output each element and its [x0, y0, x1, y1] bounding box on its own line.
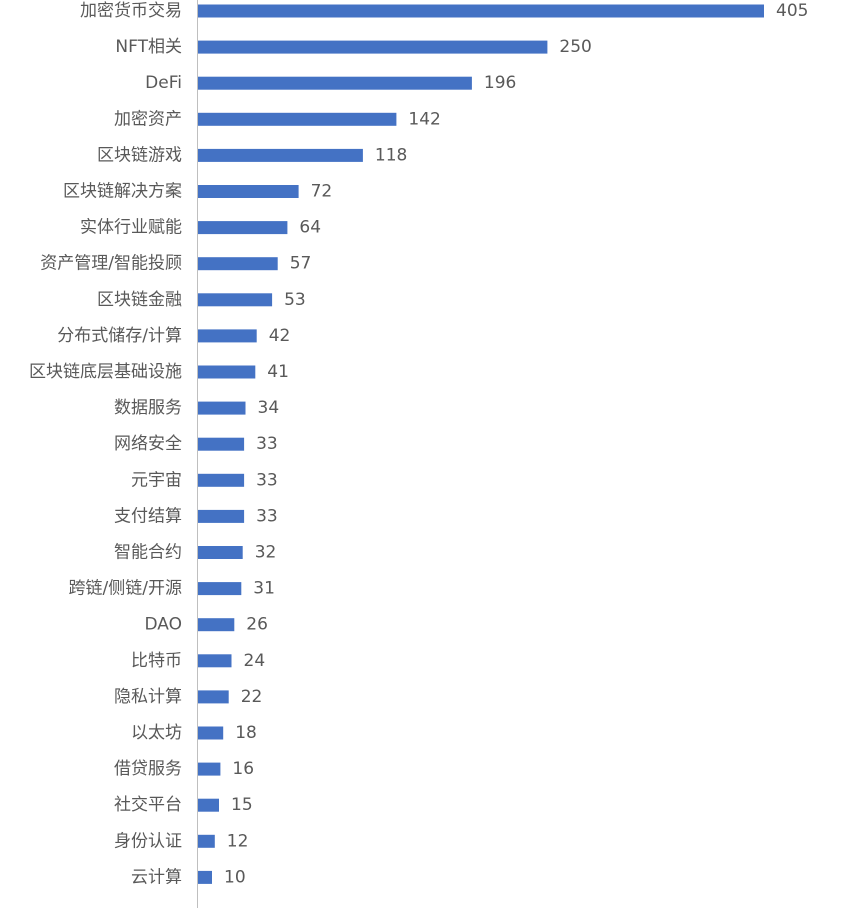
bar-1	[198, 40, 548, 54]
bar-14	[198, 509, 245, 523]
value-label-22: 15	[231, 795, 253, 815]
category-label-17: DAO	[144, 615, 182, 635]
category-label-22: 社交平台	[114, 795, 182, 815]
bar-5	[198, 185, 299, 198]
value-label-16: 31	[253, 579, 275, 599]
value-label-4: 118	[375, 145, 407, 165]
category-label-18: 比特币	[131, 651, 182, 671]
value-label-7: 57	[290, 254, 312, 274]
value-label-19: 22	[241, 687, 263, 707]
value-label-17: 26	[246, 615, 268, 635]
category-label-9: 分布式储存/计算	[57, 326, 182, 346]
bar-17	[198, 618, 235, 632]
value-label-21: 16	[232, 759, 254, 779]
category-label-24: 云计算	[131, 867, 182, 887]
value-label-6: 64	[299, 218, 321, 238]
category-labels-layer: 加密货币交易 NFT相关 DeFi 加密资产区块链游戏区块链解决方案实体行业赋能资产管…	[29, 1, 182, 887]
bar-8	[198, 293, 273, 307]
category-label-12: 网络安全	[114, 434, 182, 454]
bar-2	[198, 76, 472, 90]
category-label-20: 以太坊	[131, 723, 182, 743]
category-label-21: 借贷服务	[114, 759, 182, 779]
category-label-3: 加密资产	[114, 109, 182, 129]
category-label-14: 支付结算	[114, 506, 182, 526]
value-label-14: 33	[256, 506, 278, 526]
bar-20	[198, 726, 224, 740]
value-label-10: 41	[267, 362, 289, 382]
value-label-24: 10	[224, 867, 246, 887]
bar-21	[198, 762, 221, 776]
value-label-18: 24	[244, 651, 266, 671]
category-label-16: 跨链/侧链/开源	[69, 579, 182, 599]
bar-23	[198, 834, 215, 848]
value-label-2: 196	[484, 73, 516, 93]
value-label-8: 53	[284, 290, 306, 310]
bar-12	[198, 437, 245, 451]
bar-22	[198, 798, 219, 812]
value-label-11: 34	[258, 398, 280, 418]
bar-19	[198, 690, 229, 704]
value-label-5: 72	[311, 182, 333, 202]
bar-7	[198, 257, 278, 271]
category-label-23: 身份认证	[114, 831, 182, 851]
category-label-19: 隐私计算	[114, 687, 182, 707]
bar-4	[198, 148, 363, 162]
bar-11	[198, 401, 246, 415]
bar-18	[198, 654, 232, 668]
bar-9	[198, 329, 257, 343]
value-label-3: 142	[408, 109, 440, 129]
value-label-1: 250	[559, 37, 591, 57]
category-label-5: 区块链解决方案	[63, 182, 182, 202]
value-label-13: 33	[256, 470, 278, 490]
category-label-15: 智能合约	[114, 543, 182, 563]
value-label-20: 18	[235, 723, 257, 743]
category-label-2: DeFi	[145, 73, 182, 93]
bar-6	[198, 221, 288, 235]
bars-layer	[198, 4, 764, 884]
bar-3	[198, 112, 397, 126]
bar-16	[198, 582, 242, 596]
value-label-15: 32	[255, 543, 277, 563]
value-label-23: 12	[227, 831, 249, 851]
category-label-13: 元宇宙	[131, 470, 182, 490]
bar-15	[198, 546, 243, 559]
category-label-11: 数据服务	[114, 398, 182, 418]
bar-0	[198, 4, 764, 18]
category-label-6: 实体行业赋能	[80, 218, 182, 238]
value-label-9: 42	[269, 326, 291, 346]
category-label-1: NFT相关	[115, 37, 182, 57]
category-label-0: 加密货币交易	[80, 1, 182, 21]
category-label-8: 区块链金融	[97, 290, 182, 310]
category-label-7: 资产管理/智能投顾	[40, 254, 182, 274]
value-label-0: 405	[776, 1, 808, 21]
bar-13	[198, 473, 245, 487]
bar-10	[198, 365, 256, 379]
bar-24	[198, 870, 212, 884]
category-label-10: 区块链底层基础设施	[29, 362, 182, 382]
value-label-12: 33	[256, 434, 278, 454]
category-label-4: 区块链游戏	[97, 145, 182, 165]
